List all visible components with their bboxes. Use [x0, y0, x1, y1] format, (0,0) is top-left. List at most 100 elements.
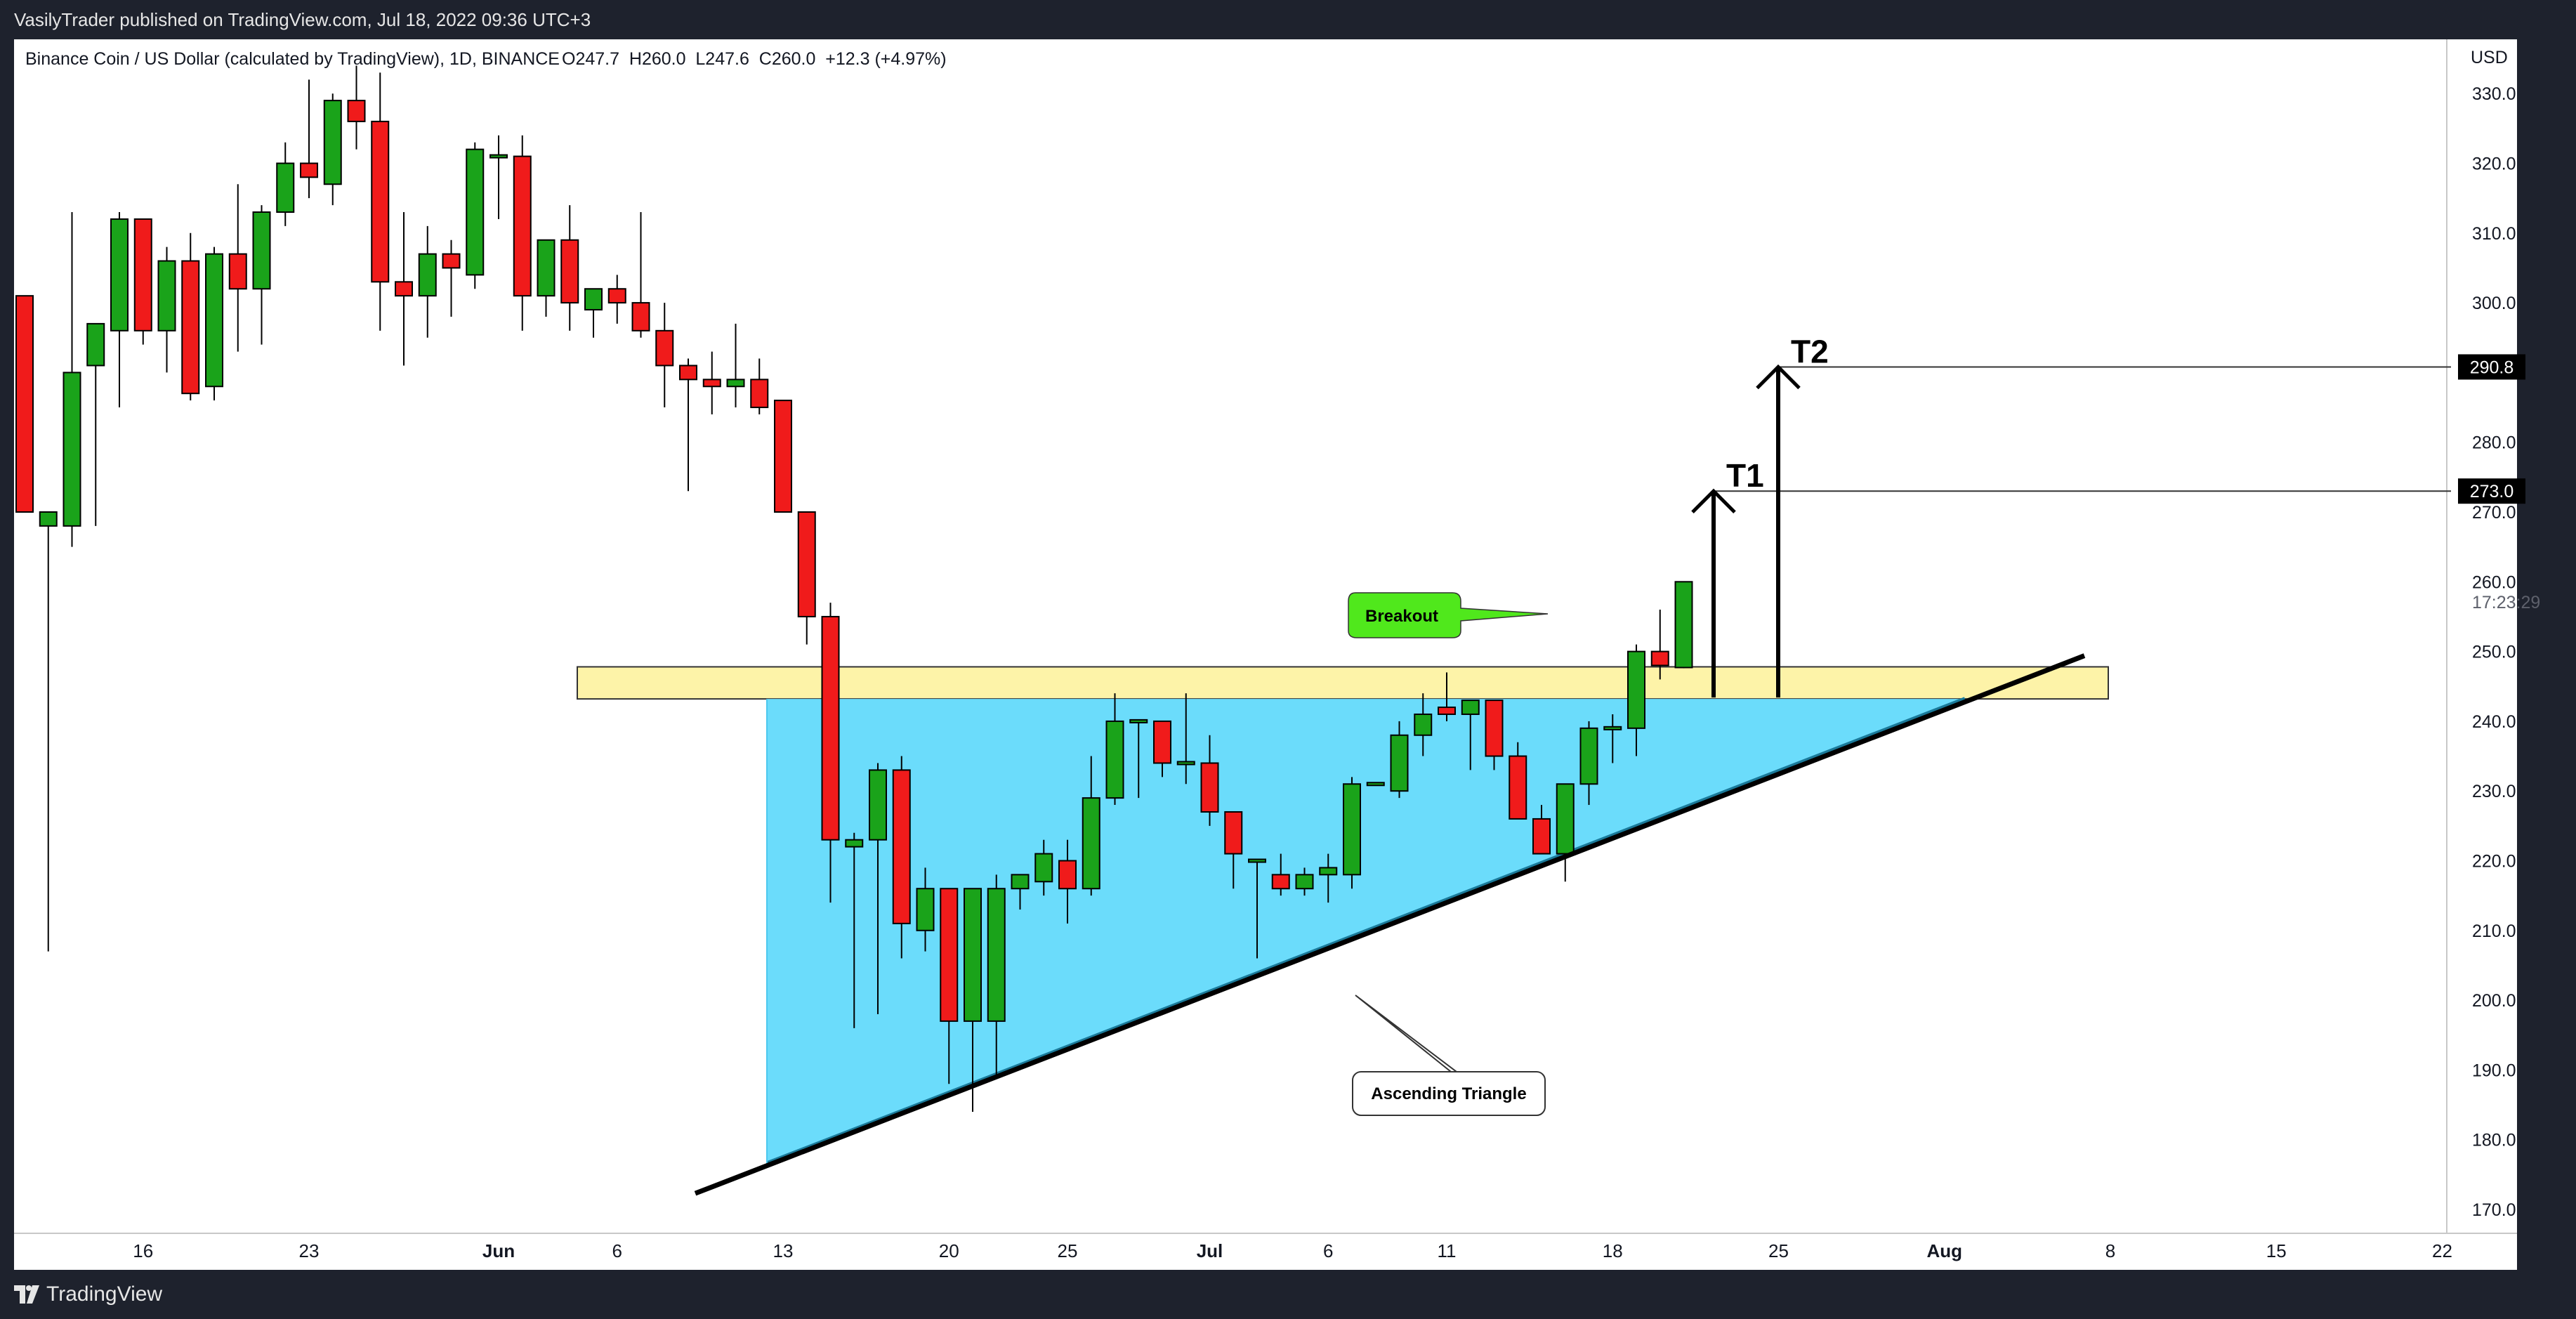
- x-tick-label: 6: [1323, 1240, 1333, 1261]
- candle-body: [1438, 707, 1456, 715]
- footer-bar: TradingView: [0, 1270, 2576, 1319]
- candle-body: [655, 329, 674, 367]
- candle-body: [726, 379, 745, 388]
- t2-label: T2: [1791, 333, 1829, 369]
- candle-body: [323, 100, 342, 185]
- publish-info: VasilyTrader published on TradingView.co…: [14, 9, 591, 30]
- t2-price-label: 290.8: [2470, 357, 2514, 377]
- t1-price-label: 273.0: [2470, 482, 2514, 501]
- x-tick-label: Aug: [1926, 1240, 1962, 1261]
- candle-body: [63, 372, 81, 527]
- x-tick-label: 8: [2105, 1240, 2115, 1261]
- candle-body: [110, 218, 129, 332]
- price-chart[interactable]: Binance Coin / US Dollar (calculated by …: [0, 0, 2576, 1270]
- pattern-callout-box: [1352, 1071, 1546, 1116]
- candle-body: [1556, 783, 1575, 855]
- x-tick-label: 25: [1058, 1240, 1078, 1261]
- candle-body: [1390, 734, 1409, 792]
- candle-body: [1674, 581, 1693, 669]
- candle-body: [987, 888, 1006, 1022]
- candle-body: [1248, 858, 1266, 863]
- candle-body: [513, 155, 532, 297]
- chart-pane[interactable]: [14, 39, 2517, 1270]
- y-tick-label: 240.0: [2472, 712, 2516, 732]
- candle-body: [1485, 700, 1504, 757]
- ohlc-values: O247.7 H260.0 L247.6 C260.0 +12.3 (+4.97…: [562, 49, 947, 69]
- x-tick-label: 6: [612, 1240, 622, 1261]
- tradingview-logo-icon[interactable]: [13, 1282, 41, 1306]
- x-tick-label: 23: [299, 1240, 320, 1261]
- candle-body: [797, 511, 816, 617]
- t1-label: T1: [1726, 457, 1764, 494]
- candle-body: [1224, 811, 1243, 855]
- y-tick-label: 250.0: [2472, 643, 2516, 662]
- candle-body: [1650, 650, 1669, 667]
- candle-body: [537, 239, 556, 297]
- candle-body: [418, 253, 437, 297]
- candle-body: [1176, 761, 1195, 766]
- candle-body: [181, 260, 200, 395]
- candle-body: [1129, 718, 1148, 723]
- publish-header: VasilyTrader published on TradingView.co…: [0, 0, 2576, 39]
- candle-body: [631, 302, 650, 332]
- candle-body: [584, 288, 603, 311]
- candle-body: [916, 888, 935, 931]
- footer-brand[interactable]: TradingView: [46, 1282, 163, 1306]
- candle-body: [774, 400, 792, 513]
- y-tick-label: 230.0: [2472, 782, 2516, 801]
- candle-body: [1509, 755, 1527, 820]
- x-tick-label: 20: [939, 1240, 959, 1261]
- candle-body: [1343, 783, 1361, 876]
- candle-body: [1532, 818, 1551, 855]
- price-axis[interactable]: 330.0320.0310.0300.0290.0280.0270.0260.0…: [2472, 84, 2516, 1220]
- currency-label: USD: [2471, 48, 2508, 67]
- candle-body: [347, 100, 366, 122]
- y-tick-label: 190.0: [2472, 1061, 2516, 1080]
- candle-body: [821, 615, 840, 841]
- candle-body: [1034, 853, 1053, 883]
- y-tick-label: 310.0: [2472, 224, 2516, 244]
- candle-body: [228, 253, 247, 290]
- candle-body: [1627, 650, 1645, 729]
- candles: [15, 65, 1693, 1112]
- y-tick-label: 220.0: [2472, 852, 2516, 872]
- breakout-callout: [1348, 592, 1549, 638]
- candle-body: [1603, 726, 1622, 730]
- resistance-zone: [577, 666, 2109, 700]
- y-tick-label: 300.0: [2472, 294, 2516, 313]
- candle-body: [607, 288, 626, 304]
- x-tick-label: Jun: [482, 1240, 515, 1261]
- candle-body: [892, 769, 911, 924]
- symbol-title: Binance Coin / US Dollar (calculated by …: [25, 49, 560, 69]
- candle-body: [276, 162, 295, 214]
- candle-body: [750, 379, 769, 409]
- y-tick-label: 270.0: [2472, 503, 2516, 523]
- candle-body: [489, 154, 508, 159]
- candle-body: [395, 281, 413, 297]
- candle-body: [300, 162, 318, 178]
- candle-body: [560, 239, 579, 304]
- candle-body: [1295, 874, 1314, 890]
- candle-body: [157, 260, 176, 332]
- candle-body: [869, 769, 887, 841]
- y-tick-label: 320.0: [2472, 155, 2516, 174]
- candle-body: [86, 322, 105, 367]
- breakout-label: Breakout: [1365, 607, 1438, 626]
- t1-arrow-head: [1691, 488, 1736, 513]
- candle-body: [371, 120, 390, 283]
- t1-price-tag: [2458, 478, 2525, 504]
- x-tick-label: 18: [1603, 1240, 1623, 1261]
- t2-price-tag: [2458, 354, 2525, 380]
- y-tick-label: 170.0: [2472, 1200, 2516, 1220]
- candle-body: [964, 888, 982, 1022]
- candle-body: [1414, 713, 1433, 736]
- candle-body: [1011, 874, 1030, 890]
- candle-body: [1058, 860, 1077, 890]
- candle-body: [1271, 874, 1290, 890]
- x-tick-label: 15: [2266, 1240, 2287, 1261]
- x-tick-label: 11: [1438, 1240, 1457, 1261]
- x-tick-label: 13: [773, 1240, 794, 1261]
- y-tick-label: 260.0: [2472, 572, 2516, 592]
- candle-body: [252, 211, 271, 290]
- time-axis[interactable]: 16 23 Jun 6 13 20 25 Jul 6 11 18 25 Aug 8 15 22: [133, 1240, 2452, 1261]
